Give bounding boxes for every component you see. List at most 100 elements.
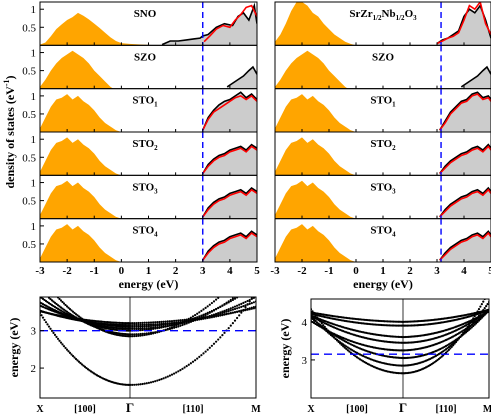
band-point	[137, 334, 140, 337]
band-point	[249, 288, 251, 290]
band-point	[248, 302, 251, 305]
y-tick-label: 0.5	[22, 152, 36, 164]
band-point	[154, 323, 157, 326]
valence-area	[275, 224, 356, 262]
band-point	[467, 328, 471, 331]
band-point	[67, 306, 70, 309]
band-point	[206, 305, 209, 308]
band-point	[55, 335, 58, 338]
band-point	[485, 295, 487, 297]
band-point	[160, 320, 163, 323]
band-point	[147, 326, 150, 330]
band-point	[49, 327, 52, 330]
band-point	[244, 306, 247, 309]
band-point	[43, 318, 46, 322]
x-tick-label: 1	[380, 265, 386, 277]
band-point	[152, 323, 155, 326]
band-point	[145, 323, 148, 326]
band-point	[225, 312, 228, 315]
band-point	[45, 294, 47, 296]
conduction-line-red	[439, 231, 491, 261]
band-point	[73, 311, 76, 315]
band-point	[202, 316, 205, 319]
band-point	[145, 332, 148, 335]
band-point	[48, 286, 50, 288]
band-point	[166, 324, 169, 328]
band-point	[141, 328, 144, 332]
conduction-area	[202, 231, 257, 262]
y-tick-label: 1	[31, 4, 37, 16]
x-tick-label: [100]	[74, 404, 96, 415]
band-point	[227, 326, 230, 330]
band-point	[53, 301, 57, 304]
band-point	[52, 291, 54, 293]
band-point	[39, 288, 41, 290]
band-point	[334, 337, 337, 340]
band-point	[168, 327, 171, 331]
band-point	[139, 329, 142, 332]
band-point	[217, 306, 220, 310]
band-point	[145, 321, 148, 324]
x-tick-label: [110]	[435, 404, 456, 415]
band-point	[335, 338, 339, 342]
conduction-line-black	[202, 230, 257, 261]
band-point	[343, 346, 346, 349]
band-point	[51, 290, 53, 292]
dos-panel	[40, 180, 257, 219]
band-point	[440, 355, 443, 358]
band-point	[244, 304, 247, 307]
band-point	[137, 325, 140, 328]
bands-area	[311, 293, 489, 375]
band-point	[223, 331, 226, 334]
conduction-line-black	[460, 65, 491, 88]
band-point	[486, 293, 488, 295]
band-point	[43, 281, 45, 283]
band-point	[238, 310, 241, 313]
band-point	[246, 299, 249, 303]
band-point	[249, 285, 251, 287]
band-point	[85, 366, 88, 370]
band-point	[231, 308, 234, 311]
x-tick-label: -3	[270, 265, 280, 277]
conduction-area	[439, 187, 491, 219]
y-tick-label: 3	[31, 326, 37, 338]
band-point	[173, 321, 176, 324]
x-tick-label: 4	[227, 265, 233, 277]
band-point	[53, 333, 57, 337]
band-point	[231, 298, 234, 302]
band-point	[135, 383, 138, 386]
band-point	[40, 290, 42, 292]
band-point	[470, 326, 473, 329]
band-point	[185, 365, 188, 368]
band-point	[246, 303, 249, 306]
band-point	[444, 351, 448, 354]
dos-panel	[275, 2, 491, 46]
band-point	[41, 316, 45, 319]
band-point	[189, 318, 192, 321]
band-point	[185, 320, 188, 323]
band-point	[392, 320, 395, 323]
band-point	[137, 323, 140, 327]
dos-panel	[275, 224, 491, 262]
dos-panel	[275, 91, 491, 132]
band-point	[141, 321, 144, 324]
band-point	[196, 357, 199, 360]
x-axis-label: energy (eV)	[353, 277, 413, 291]
band-point	[400, 320, 403, 323]
band-point	[179, 319, 182, 322]
band-point	[137, 333, 140, 336]
y-tick-label: 0.5	[22, 22, 36, 34]
band-point	[40, 277, 42, 279]
band-point	[398, 349, 402, 352]
band-point	[479, 305, 482, 308]
band-point	[200, 309, 203, 312]
band-point	[59, 341, 63, 344]
valence-area	[40, 137, 122, 176]
band-point	[68, 351, 72, 355]
band-point	[45, 282, 47, 284]
x-tick-label: -1	[324, 265, 333, 277]
band-point	[168, 320, 171, 323]
band-point	[215, 307, 218, 311]
